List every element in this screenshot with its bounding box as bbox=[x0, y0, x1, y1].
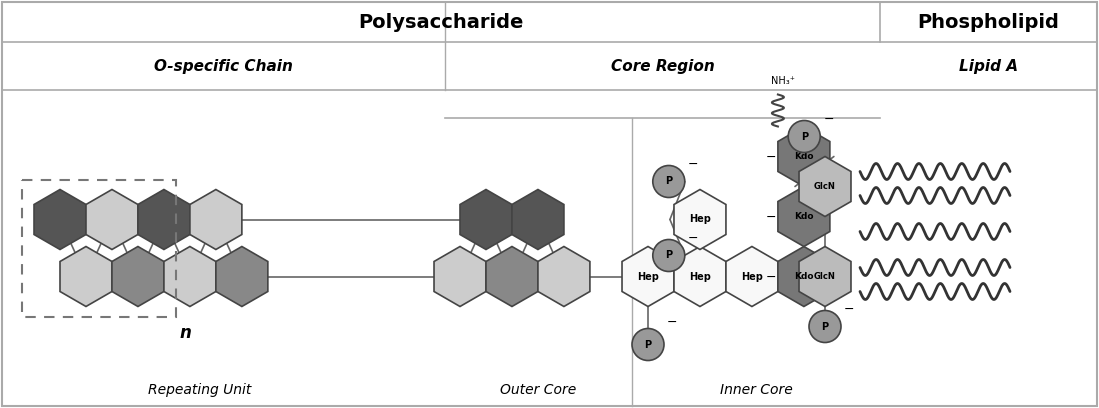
Polygon shape bbox=[622, 246, 674, 306]
Text: GlcN: GlcN bbox=[814, 182, 836, 191]
Text: Kdo: Kdo bbox=[795, 152, 813, 161]
Polygon shape bbox=[138, 189, 190, 250]
Text: −: − bbox=[844, 302, 855, 315]
Polygon shape bbox=[434, 246, 486, 306]
Text: O-specific Chain: O-specific Chain bbox=[154, 58, 293, 73]
Text: n: n bbox=[180, 324, 192, 342]
Polygon shape bbox=[34, 189, 86, 250]
Polygon shape bbox=[799, 246, 851, 306]
Text: P: P bbox=[801, 131, 808, 142]
Text: −: − bbox=[766, 211, 776, 224]
Text: −: − bbox=[823, 113, 834, 126]
Circle shape bbox=[653, 166, 685, 197]
Text: Repeating Unit: Repeating Unit bbox=[148, 383, 252, 397]
Text: Core Region: Core Region bbox=[611, 58, 714, 73]
Polygon shape bbox=[512, 189, 564, 250]
Polygon shape bbox=[460, 189, 512, 250]
Text: −: − bbox=[766, 271, 776, 284]
Polygon shape bbox=[190, 189, 242, 250]
Polygon shape bbox=[86, 189, 138, 250]
Text: Phospholipid: Phospholipid bbox=[918, 13, 1059, 31]
Polygon shape bbox=[778, 246, 830, 306]
Text: Hep: Hep bbox=[741, 271, 763, 282]
Polygon shape bbox=[778, 126, 830, 186]
Text: Hep: Hep bbox=[689, 215, 711, 224]
Polygon shape bbox=[537, 246, 590, 306]
Circle shape bbox=[653, 239, 685, 271]
Text: GlcN: GlcN bbox=[814, 272, 836, 281]
Text: Kdo: Kdo bbox=[795, 272, 813, 281]
Text: Kdo: Kdo bbox=[795, 212, 813, 221]
Polygon shape bbox=[164, 246, 215, 306]
Text: P: P bbox=[665, 177, 673, 186]
Text: NH₃⁺: NH₃⁺ bbox=[770, 77, 795, 86]
Polygon shape bbox=[778, 186, 830, 246]
Polygon shape bbox=[726, 246, 778, 306]
Polygon shape bbox=[215, 246, 268, 306]
Polygon shape bbox=[674, 189, 726, 250]
Text: −: − bbox=[688, 157, 698, 171]
Text: −: − bbox=[688, 231, 698, 244]
Text: P: P bbox=[821, 322, 829, 331]
Text: P: P bbox=[665, 251, 673, 260]
Text: Hep: Hep bbox=[689, 271, 711, 282]
Polygon shape bbox=[674, 246, 726, 306]
Text: Lipid A: Lipid A bbox=[959, 58, 1018, 73]
Circle shape bbox=[809, 310, 841, 342]
Text: −: − bbox=[667, 315, 677, 328]
Circle shape bbox=[788, 120, 820, 153]
Polygon shape bbox=[486, 246, 537, 306]
Polygon shape bbox=[112, 246, 164, 306]
Polygon shape bbox=[60, 246, 112, 306]
Text: −: − bbox=[766, 151, 776, 164]
Text: P: P bbox=[644, 339, 652, 350]
Text: Inner Core: Inner Core bbox=[720, 383, 792, 397]
Text: Outer Core: Outer Core bbox=[500, 383, 577, 397]
Text: Polysaccharide: Polysaccharide bbox=[358, 13, 524, 31]
Circle shape bbox=[632, 328, 664, 361]
Text: Hep: Hep bbox=[637, 271, 659, 282]
Polygon shape bbox=[799, 157, 851, 217]
